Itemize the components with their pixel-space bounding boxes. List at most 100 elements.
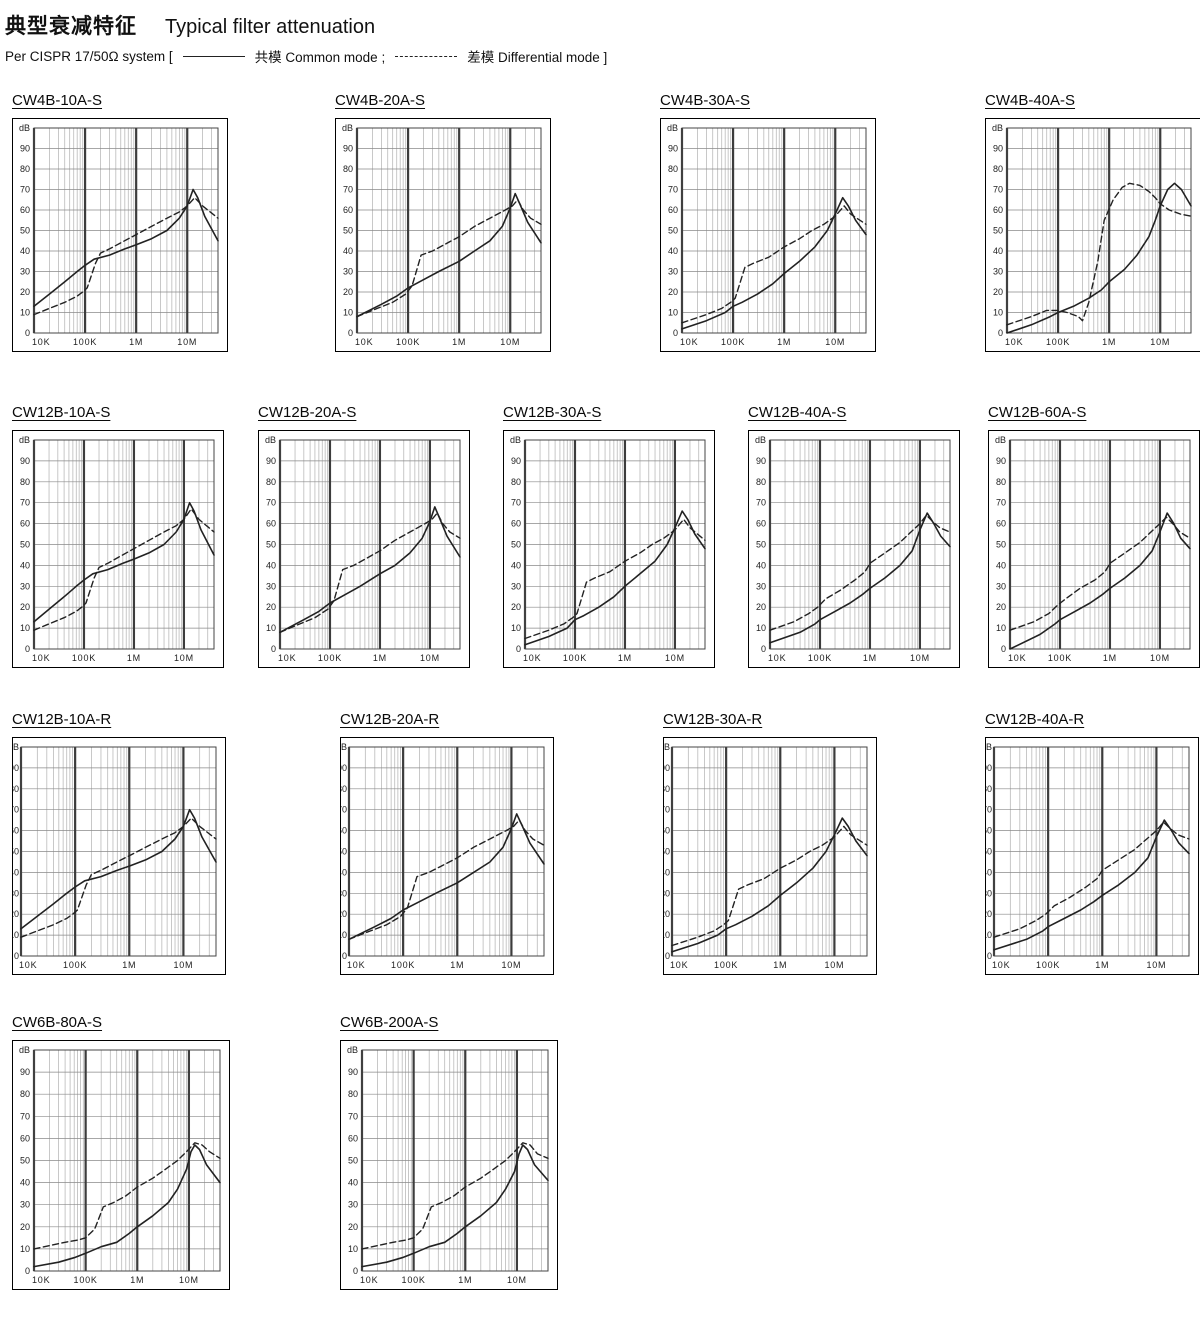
svg-text:30: 30 [756, 581, 766, 591]
svg-text:1M: 1M [618, 653, 632, 663]
chart-frame-CW12B-40A-S: dB 90 80 70 60 50 40 30 20 10 0 10K 100K 1M 10M [748, 430, 960, 668]
svg-text:10M: 10M [500, 337, 520, 347]
svg-text:10: 10 [664, 930, 670, 940]
svg-text:40: 40 [13, 867, 19, 877]
svg-text:1M: 1M [458, 1275, 472, 1285]
svg-text:1M: 1M [450, 960, 464, 970]
chart-frame-CW12B-30A-S: dB 90 80 70 60 50 40 30 20 10 0 10K 100K 1M 10M [503, 430, 715, 668]
grid [19, 746, 217, 957]
svg-text:80: 80 [20, 1089, 30, 1099]
svg-text:20: 20 [986, 909, 992, 919]
svg-text:100K: 100K [808, 653, 832, 663]
svg-text:60: 60 [20, 519, 30, 529]
svg-text:50: 50 [343, 226, 353, 236]
svg-text:70: 70 [266, 498, 276, 508]
svg-text:100K: 100K [72, 653, 96, 663]
differential-mode-curve [33, 1142, 221, 1250]
svg-text:50: 50 [20, 540, 30, 550]
svg-text:60: 60 [341, 826, 347, 836]
y-axis-labels: dB 90 80 70 60 50 40 30 20 10 0 [510, 435, 521, 654]
svg-text:60: 60 [986, 826, 992, 836]
svg-text:70: 70 [341, 805, 347, 815]
svg-text:1M: 1M [1102, 337, 1116, 347]
svg-text:50: 50 [20, 1156, 30, 1166]
differential-mode-curve [279, 512, 461, 634]
x-axis-labels: 10K 100K 1M 10M [1005, 337, 1169, 347]
svg-text:20: 20 [13, 909, 19, 919]
svg-text:dB: dB [19, 123, 30, 133]
svg-text:70: 70 [993, 185, 1003, 195]
differential-mode-curve [33, 508, 215, 631]
svg-text:10: 10 [20, 1244, 30, 1254]
chart-title: CW12B-10A-R [12, 711, 112, 728]
svg-text:10K: 10K [768, 653, 786, 663]
svg-text:50: 50 [13, 847, 19, 857]
svg-text:10M: 10M [507, 1275, 527, 1285]
chart-frame-CW4B-40A-S: dB 90 80 70 60 50 40 30 20 10 0 10K 100K 1M 10M [985, 118, 1200, 352]
svg-text:10M: 10M [1150, 653, 1170, 663]
svg-text:30: 30 [341, 888, 347, 898]
chart-frame-CW6B-80A-S: dB 90 80 70 60 50 40 30 20 10 0 10K 100K 1M 10M [12, 1040, 230, 1290]
svg-text:20: 20 [20, 1222, 30, 1232]
x-axis-labels: 10K 100K 1M 10M [1008, 653, 1170, 663]
svg-text:40: 40 [20, 1178, 30, 1188]
svg-text:90: 90 [993, 144, 1003, 154]
common-mode-curve [671, 817, 868, 953]
differential-mode-curve [993, 821, 1190, 938]
svg-text:10K: 10K [360, 1275, 378, 1285]
svg-text:100K: 100K [73, 337, 97, 347]
svg-text:1M: 1M [777, 337, 791, 347]
grid [360, 1049, 549, 1272]
svg-text:10K: 10K [19, 960, 37, 970]
svg-text:80: 80 [756, 477, 766, 487]
chart-title: CW12B-40A-S [748, 404, 847, 421]
svg-text:80: 80 [348, 1089, 358, 1099]
common-mode-curve [20, 808, 217, 930]
svg-text:60: 60 [266, 519, 276, 529]
x-axis-labels: 10K 100K 1M 10M [670, 960, 844, 970]
svg-text:70: 70 [511, 498, 521, 508]
svg-text:40: 40 [993, 246, 1003, 256]
svg-text:90: 90 [348, 1067, 358, 1077]
svg-text:100K: 100K [318, 653, 342, 663]
svg-text:80: 80 [343, 164, 353, 174]
differential-mode-curve [1009, 516, 1191, 631]
svg-text:40: 40 [664, 867, 670, 877]
svg-text:10M: 10M [174, 653, 194, 663]
svg-text:dB: dB [347, 1045, 358, 1055]
common-mode-curve [33, 1144, 221, 1268]
svg-text:30: 30 [343, 267, 353, 277]
svg-text:0: 0 [271, 644, 276, 654]
svg-text:80: 80 [266, 477, 276, 487]
differential-mode-curve [361, 1142, 549, 1250]
svg-text:20: 20 [993, 287, 1003, 297]
grid [32, 1049, 221, 1272]
svg-text:10: 10 [20, 623, 30, 633]
x-axis-labels: 10K 100K 1M 10M [680, 337, 844, 347]
svg-text:dB: dB [510, 435, 521, 445]
svg-text:10K: 10K [32, 337, 50, 347]
grid [992, 746, 1190, 957]
svg-text:1M: 1M [1095, 960, 1109, 970]
chart-title: CW12B-30A-S [503, 404, 602, 421]
svg-text:90: 90 [13, 763, 19, 773]
x-axis-labels: 10K 100K 1M 10M [19, 960, 193, 970]
svg-text:40: 40 [266, 560, 276, 570]
svg-text:100K: 100K [1046, 337, 1070, 347]
grid [1005, 127, 1192, 334]
x-axis-labels: 10K 100K 1M 10M [523, 653, 684, 663]
svg-text:90: 90 [20, 1067, 30, 1077]
y-axis-labels: dB 90 80 70 60 50 40 30 20 10 0 [19, 123, 30, 338]
svg-text:70: 70 [20, 498, 30, 508]
grid [670, 746, 868, 957]
svg-text:60: 60 [993, 205, 1003, 215]
grid [32, 439, 215, 650]
chart-title: CW12B-10A-S [12, 404, 111, 421]
